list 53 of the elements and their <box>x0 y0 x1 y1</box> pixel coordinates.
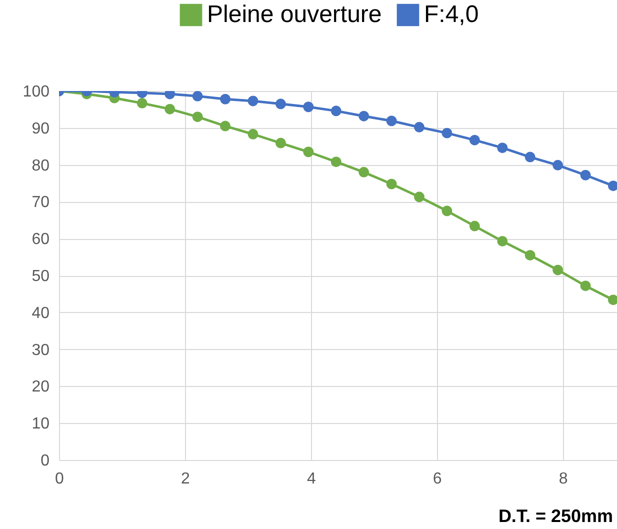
point <box>164 104 176 114</box>
point <box>497 142 508 154</box>
point <box>469 134 480 146</box>
x-tick-label: 0 <box>55 470 64 488</box>
y-tick-label: 80 <box>32 157 50 174</box>
point <box>386 178 397 190</box>
point <box>552 264 564 276</box>
y-tick-label: 60 <box>32 231 50 248</box>
point <box>442 206 452 216</box>
y-tick-label: 40 <box>32 304 50 322</box>
point <box>192 112 203 122</box>
point <box>497 236 508 246</box>
y-tick-label: 50 <box>32 268 50 285</box>
point <box>524 250 536 260</box>
point <box>275 138 286 148</box>
y-tick-label: 70 <box>32 194 50 212</box>
x-tick-label: 8 <box>558 470 568 488</box>
x-tick-label: 2 <box>181 470 190 488</box>
point <box>386 116 397 126</box>
point <box>248 96 258 106</box>
x-tick-label: 6 <box>432 470 442 488</box>
point <box>220 94 231 104</box>
legend-label: Pleine ouverture <box>207 1 382 28</box>
point <box>330 156 342 168</box>
point <box>220 120 231 132</box>
y-tick-label: 100 <box>22 84 50 100</box>
point <box>580 280 591 292</box>
y-tick-label: 0 <box>40 452 50 470</box>
point <box>358 166 370 178</box>
point <box>524 152 536 162</box>
point <box>608 294 617 306</box>
point <box>608 180 617 192</box>
y-tick-label: 10 <box>32 416 50 433</box>
point <box>414 192 424 202</box>
y-tick-label: 20 <box>32 378 50 396</box>
point <box>275 98 286 110</box>
point <box>248 128 258 140</box>
x-tick-label: 4 <box>306 470 316 488</box>
point <box>442 128 452 138</box>
point <box>303 146 314 158</box>
point <box>358 110 370 122</box>
point <box>136 98 148 108</box>
point <box>580 170 591 180</box>
legend-label: F:4,0 <box>424 1 479 28</box>
point <box>192 91 203 102</box>
point <box>552 160 564 170</box>
y-tick-label: 90 <box>32 120 50 138</box>
point <box>414 122 424 132</box>
text: D.T. = 250mm <box>498 506 613 526</box>
point <box>469 220 480 232</box>
point <box>303 102 314 112</box>
y-tick-label: 30 <box>32 342 50 359</box>
point <box>330 106 342 116</box>
